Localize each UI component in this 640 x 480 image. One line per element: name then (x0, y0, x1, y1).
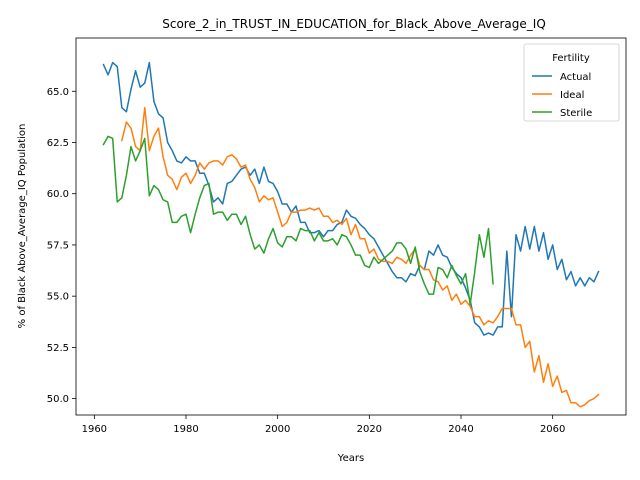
x-axis-label: Years (337, 453, 364, 464)
series-line-ideal (120, 106, 600, 408)
y-tick-label: 60.0 (47, 189, 69, 200)
y-tick-label: 55.0 (47, 292, 69, 303)
x-axis-ticks: 1960 1980 2000 2020 2040 2060 (82, 415, 565, 435)
series-layer (102, 61, 600, 408)
x-tick-label: 1980 (173, 424, 198, 435)
plot-frame (75, 37, 627, 416)
x-tick-label: 2020 (357, 424, 382, 435)
y-tick-label: 52.5 (47, 343, 69, 354)
y-axis-label: % of Black Above_Average_IQ Population (17, 124, 28, 329)
series-line-sterile (102, 135, 494, 306)
legend-title: Fertility (552, 53, 590, 64)
series-line-actual (102, 61, 600, 336)
y-tick-label: 62.5 (47, 138, 69, 149)
legend: Fertility Actual Ideal Sterile (523, 43, 620, 122)
x-tick-label: 2040 (448, 424, 473, 435)
legend-label-ideal: Ideal (560, 90, 584, 101)
legend-box (523, 43, 620, 122)
chart-title: Score_2_in_TRUST_IN_EDUCATION_for_Black_… (162, 17, 546, 31)
y-axis-ticks: 50.0 52.5 55.0 57.5 60.0 62.5 65.0 (47, 87, 76, 405)
y-tick-label: 50.0 (47, 394, 69, 405)
legend-label-sterile: Sterile (560, 108, 592, 119)
x-tick-label: 1960 (82, 424, 107, 435)
y-tick-label: 65.0 (47, 87, 69, 98)
legend-label-actual: Actual (560, 72, 591, 83)
x-tick-label: 2060 (540, 424, 565, 435)
y-tick-label: 57.5 (47, 240, 69, 251)
x-tick-label: 2000 (265, 424, 290, 435)
